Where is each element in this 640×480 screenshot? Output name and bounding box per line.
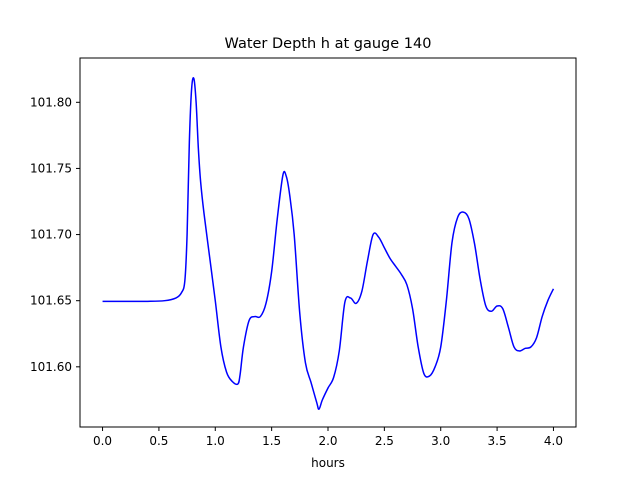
y-axis: 101.60 101.65 101.70 101.75 101.80 [30,95,80,374]
series-line [102,76,555,410]
x-tick-label: 1.5 [262,434,281,448]
x-tick-label: 2.0 [318,434,337,448]
plot-area [102,76,555,410]
x-tick-label: 0.5 [149,434,168,448]
x-tick-label: 3.5 [488,434,507,448]
chart-title: Water Depth h at gauge 140 [225,36,432,52]
x-tick-label: 4.0 [544,434,563,448]
x-axis: 0.0 0.5 1.0 1.5 2.0 2.5 3.0 3.5 4.0 [93,427,563,448]
x-tick-label: 1.0 [206,434,225,448]
y-tick-label: 101.60 [30,360,72,374]
y-tick-label: 101.80 [30,95,72,109]
y-tick-label: 101.65 [30,294,72,308]
axes-frame [79,57,577,428]
y-tick-label: 101.70 [30,228,72,242]
x-tick-label: 0.0 [93,434,112,448]
x-tick-label: 2.5 [375,434,394,448]
y-tick-label: 101.75 [30,161,72,175]
x-tick-label: 3.0 [431,434,450,448]
x-axis-label: hours [311,456,345,470]
